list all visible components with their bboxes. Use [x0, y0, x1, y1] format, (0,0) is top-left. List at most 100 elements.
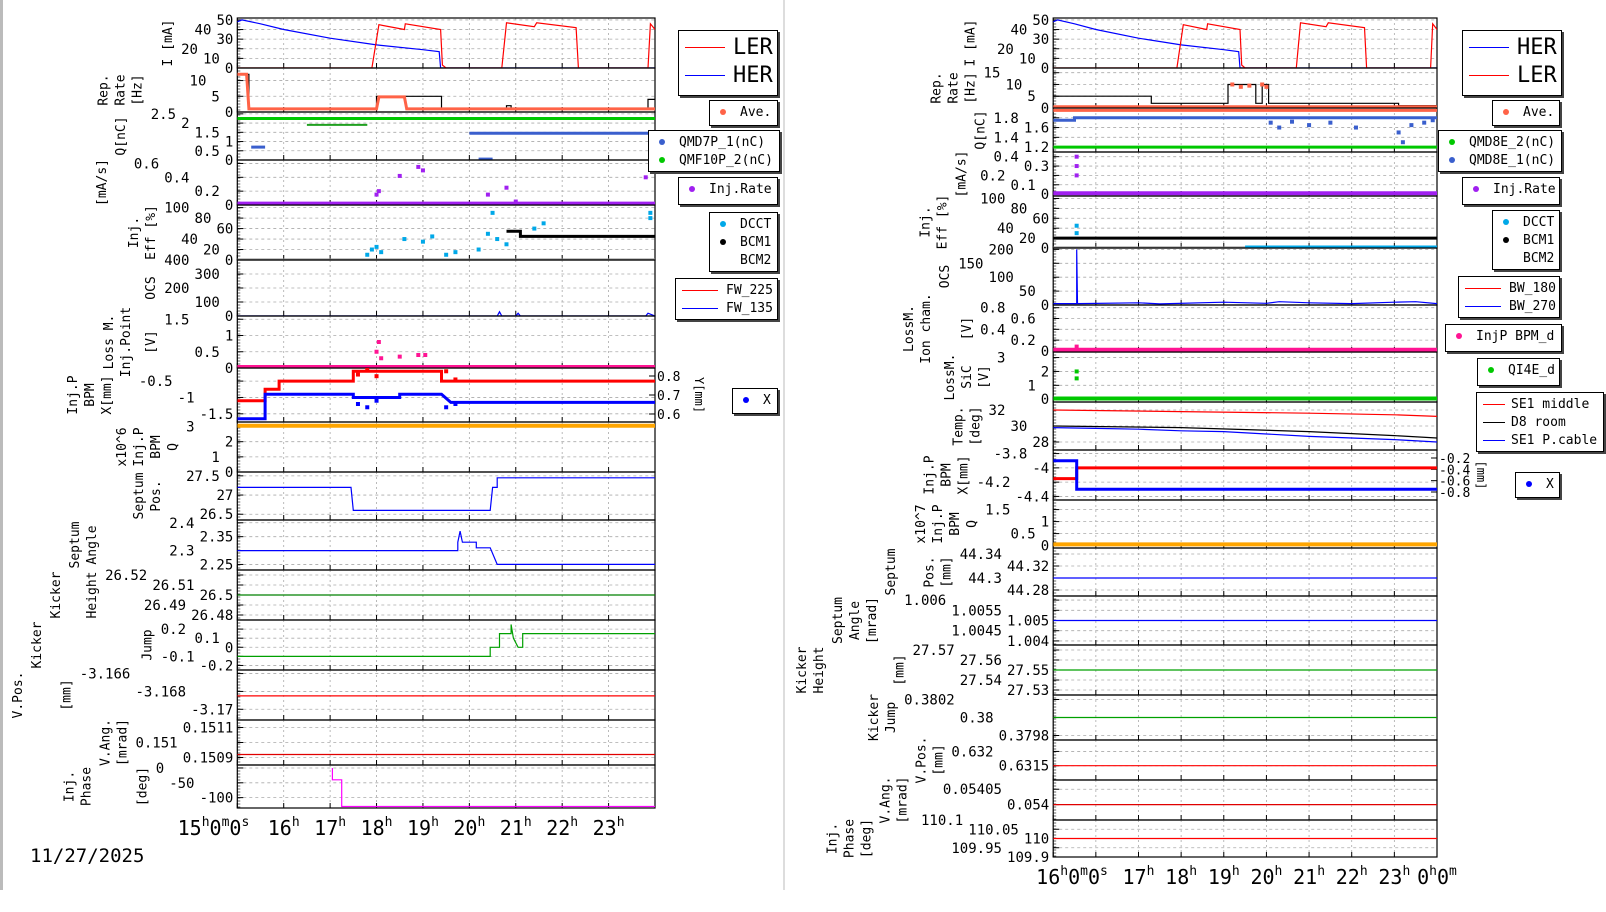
panel-frame: [1052, 351, 1438, 403]
y-axis-label: Inj.: [62, 771, 77, 802]
left-border: [0, 0, 3, 890]
y-axis-label: BPM: [149, 435, 164, 459]
y-axis-label: Q[nC]: [114, 116, 129, 155]
legend-entry: DCCT: [1499, 213, 1554, 231]
legend-dot-swatch: [659, 157, 665, 163]
y-axis-label: [Hz]: [964, 72, 979, 103]
y-axis-label: Eff [%]: [936, 195, 951, 250]
data-point: [374, 192, 379, 197]
y-tick-label: 0: [1041, 101, 1049, 117]
legend-dot-swatch: [1449, 157, 1455, 163]
data-point: [444, 252, 449, 257]
series-line: [237, 73, 655, 110]
legend-label: Inj.Rate: [709, 181, 772, 197]
y-tick-label: 0.38: [960, 711, 994, 727]
y-axis-label: Q: [965, 520, 980, 528]
right-panel-14: 0.3798 0.38 0.3802 Kicker Jump: [867, 693, 1438, 745]
y-tick-label: 0.4: [994, 150, 1019, 166]
y-tick-label: 60: [1032, 211, 1049, 227]
right-panel-6: 0 0.2 0.4 0.6 0.8 LossM. Ion cham. [V]: [902, 293, 1438, 364]
left-legend-beam: LER HER: [678, 30, 778, 96]
left-panel-15: -100 -50 0 Inj. Phase [deg]: [62, 761, 656, 809]
y-axis-label: I [mA]: [161, 20, 176, 67]
y-axis-label: Septum: [884, 548, 899, 595]
y-tick-label: -3.8: [994, 447, 1028, 463]
y-tick-label: 0.4: [980, 322, 1005, 338]
y-tick-label: 20: [997, 42, 1014, 58]
data-point: [532, 226, 537, 231]
series-line: [1053, 19, 1437, 68]
legend-line-swatch: [1483, 421, 1505, 423]
left-panel-6: 0 0.5 1 1.5 Loss M. Inj.Point [V]: [102, 307, 656, 377]
legend-line-swatch: [1469, 46, 1509, 48]
data-point: [1230, 82, 1235, 87]
y-tick-label: 30: [1010, 419, 1027, 435]
y-tick-label: 50: [1019, 284, 1036, 300]
series-line: [237, 392, 655, 421]
legend-dot-swatch: [743, 397, 749, 403]
y-axis-label: Septum: [831, 597, 846, 644]
y-tick-label: 1.5: [195, 125, 220, 141]
legend-label: Ave.: [740, 104, 772, 120]
legend-label: InjP BPM_d: [1476, 328, 1555, 344]
y-tick-label: 44.32: [1007, 559, 1049, 575]
x-tick-label: 23h: [593, 815, 625, 840]
data-point: [1353, 125, 1358, 130]
y-tick-label: -100: [200, 791, 234, 807]
left-legend-ocs: FW_225 FW_135: [675, 278, 778, 320]
legend-entry: FW_225: [682, 281, 773, 299]
y2-axis-label: Y[mm]: [692, 377, 706, 413]
y-axis-label: [mm]: [60, 679, 75, 710]
y-axis-label: Septum: [68, 521, 83, 568]
y-tick-label: 26.52: [105, 568, 147, 584]
x-tick-value: 0: [229, 816, 241, 840]
series-line: [1053, 459, 1437, 491]
y-tick-label: 2: [181, 116, 189, 132]
y-tick-label: 150: [958, 256, 983, 272]
y2-axis-label: [mm]: [1474, 461, 1488, 490]
y-tick-label: 26.49: [144, 598, 186, 614]
legend-label: QMF10P_2(nC): [679, 152, 773, 168]
y-axis-label: [mrad]: [865, 597, 880, 644]
data-point: [374, 374, 379, 379]
x-tick-label: 20h: [453, 815, 485, 840]
legend-line-swatch: [682, 289, 718, 291]
data-point: [1409, 123, 1414, 128]
y-axis-label: [mA/s]: [955, 151, 970, 198]
y2-tick-label: 0.7: [657, 389, 680, 404]
y-tick-label: 0: [225, 253, 233, 269]
right-panel-12: 1.004 1.0045 1.005 1.0055 1.006 Septum Angle [m…: [831, 593, 1438, 650]
y-axis-label: Phase: [842, 819, 857, 858]
legend-label: X: [763, 392, 771, 408]
y2-tick-label: -0.2: [1439, 452, 1470, 467]
y-axis-label: [deg]: [859, 819, 874, 858]
y-tick-label: 40: [195, 23, 212, 39]
y-tick-label: 1: [1041, 515, 1049, 531]
legend-entry: Inj.Rate: [1469, 180, 1556, 198]
x-tick-label: 21h: [1293, 864, 1325, 889]
data-point: [374, 398, 379, 403]
x-tick-value: 17: [1123, 865, 1147, 889]
left-panel-7: -1.5 -1 -0.5 Inj.P BPM X[mm] 0.6 0.7 0.8 Y[mm]: [66, 367, 706, 423]
y-axis-label: Loss M.: [102, 315, 117, 370]
x-tick-unit: h: [1317, 864, 1325, 879]
y-tick-label: 40: [1010, 23, 1027, 39]
data-point: [541, 221, 546, 226]
x-tick-unit: m: [222, 815, 230, 830]
y-axis-label: [mm]: [940, 556, 955, 587]
x-tick-label: 22h: [546, 815, 578, 840]
legend-entry: BCM2: [1499, 249, 1554, 267]
right-panel-15: 0.6315 0.632 V.Pos. [mm]: [914, 737, 1438, 783]
y-tick-label: 26.48: [191, 608, 233, 624]
legend-line-swatch: [1483, 439, 1505, 441]
legend-entry: BW_180: [1465, 279, 1556, 297]
y-tick-label: 0: [225, 153, 233, 169]
y-tick-label: -1.5: [200, 407, 234, 423]
y-tick-label: -1: [178, 390, 195, 406]
y-tick-label: 0.4: [164, 170, 189, 186]
panel-frame: [1052, 247, 1438, 306]
left-legend-eff: DCCT BCM1 BCM2: [709, 212, 778, 272]
y-tick-label: -3.168: [135, 684, 186, 700]
